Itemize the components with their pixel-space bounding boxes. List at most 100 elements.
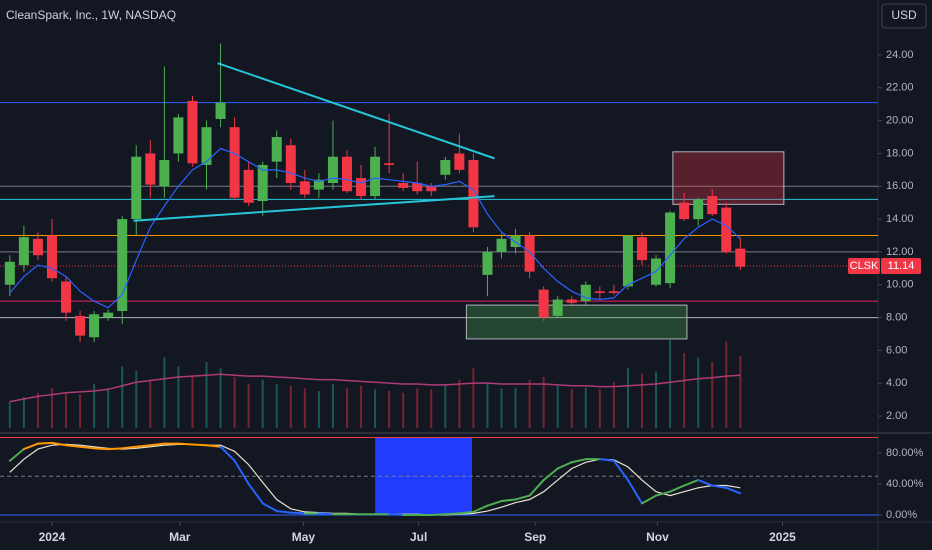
stoch-k-segment (121, 445, 138, 450)
stoch-k-segment (697, 479, 714, 487)
volume-bar (739, 355, 742, 428)
stoch-k-segment (655, 490, 672, 497)
y-tick-label: 24.00 (886, 49, 914, 61)
volume-ma (9, 373, 741, 403)
y-tick-label: 22.00 (886, 82, 914, 94)
stoch-k-segment (388, 513, 405, 516)
candle-body (313, 179, 324, 190)
candle-body (482, 251, 493, 275)
x-tick-label: 2024 (39, 530, 66, 544)
stoch-k-segment (725, 486, 742, 495)
volume-bar (402, 392, 405, 428)
stoch-k-segment (514, 494, 531, 501)
trendline (217, 62, 495, 160)
candle-body (735, 248, 746, 267)
volume-bar (486, 382, 489, 428)
y-tick-label: 12.00 (886, 246, 914, 258)
volume-bar (289, 385, 292, 428)
volume-bar (500, 388, 503, 428)
volume-bar (191, 375, 194, 428)
candle-body (566, 299, 577, 303)
volume-bar (725, 341, 728, 428)
stoch-k-segment (612, 459, 629, 482)
volume-bar (163, 357, 166, 428)
volume-bar (444, 384, 447, 428)
candle-body (412, 182, 423, 192)
x-tick-label: Jul (410, 530, 427, 544)
candle-body (341, 156, 352, 192)
zone-box (672, 151, 785, 205)
stoch-k-segment (205, 444, 222, 448)
stoch-k-segment (528, 479, 545, 497)
candle-body (285, 145, 296, 183)
volume-bar (303, 388, 306, 428)
volume-bar (669, 340, 672, 428)
stoch-k-segment (430, 513, 447, 516)
stoch-tick-label: 80.00% (886, 447, 924, 459)
stoch-k-segment (669, 484, 686, 493)
x-tick-label: 2025 (769, 530, 796, 544)
stoch-k-segment (317, 512, 334, 516)
candle-body (46, 235, 57, 279)
volume-bar (107, 388, 110, 428)
y-tick-label: 6.00 (886, 344, 907, 356)
volume-bar (331, 384, 334, 428)
candle-body (173, 117, 184, 154)
stoch-k-segment (542, 467, 559, 482)
candle-body (608, 291, 619, 293)
candle-body (538, 289, 549, 318)
candle-body (159, 160, 170, 187)
trendline (133, 195, 495, 222)
candle-body (327, 156, 338, 183)
y-tick-label: 14.00 (886, 213, 914, 225)
volume-bar (697, 357, 700, 428)
candle-body (707, 196, 718, 215)
candle-body (271, 137, 282, 162)
stoch-k-segment (640, 494, 658, 505)
volume-bar (219, 368, 222, 428)
candle-body (356, 178, 367, 197)
currency-button[interactable] (881, 3, 927, 29)
volume-bar (65, 392, 68, 428)
stoch-k-segment (444, 512, 461, 516)
volume-bar (22, 397, 25, 428)
stoch-k-segment (107, 447, 124, 451)
y-tick-label: 8.00 (886, 311, 907, 323)
candle-body (384, 163, 395, 165)
last-price-tag (881, 258, 921, 275)
volume-bar (36, 392, 39, 428)
axes: 2.00 4.00 6.00 8.00 10.00 12.00 14.00 16.00 18.0… (39, 49, 924, 544)
stoch-k-segment (598, 458, 615, 462)
stoch-k-segment (472, 504, 489, 513)
volume-bar (640, 373, 643, 428)
volume-bar (205, 362, 208, 428)
symbol-label: CLSK (850, 260, 879, 272)
volume-bar (135, 370, 138, 428)
y-tick-label: 16.00 (886, 180, 914, 192)
stoch-k-segment (486, 500, 503, 507)
candle-body (665, 212, 676, 284)
volume-bar (542, 376, 545, 428)
candle-body (426, 186, 437, 192)
stoch-tick-label: 0.00% (886, 509, 917, 521)
volume-bar (374, 389, 377, 428)
candle-body (398, 182, 409, 188)
candle-body (145, 153, 156, 185)
y-tick-label: 18.00 (886, 147, 914, 159)
x-tick-label: Mar (169, 530, 191, 544)
y-tick-label: 20.00 (886, 115, 914, 127)
volume-bar (556, 385, 559, 428)
stoch-k-segment (711, 484, 728, 489)
candle-body (580, 284, 591, 302)
volume-bar (261, 379, 264, 428)
stoch-k-segment (65, 444, 82, 448)
candle-body (243, 169, 254, 203)
volume-bar (655, 371, 658, 428)
stoch-pane (0, 436, 878, 516)
stoch-k-segment (135, 444, 152, 448)
currency[interactable]: USD (891, 8, 917, 22)
candle-body (299, 181, 310, 195)
stoch-k-segment (261, 502, 278, 513)
volume-bar (388, 391, 391, 428)
stoch-tick-label: 40.00% (886, 478, 924, 490)
